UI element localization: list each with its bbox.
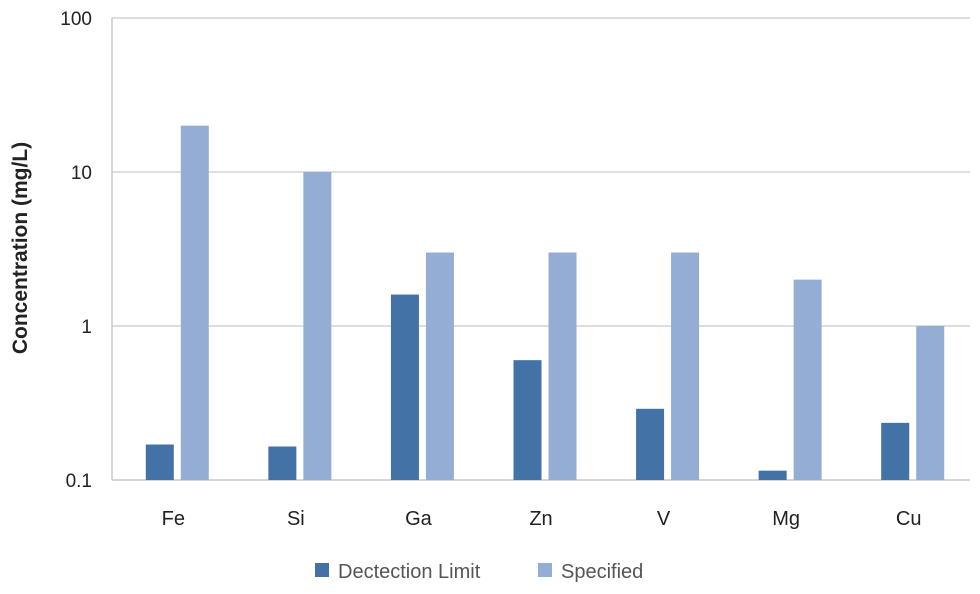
bar-specified-v — [671, 252, 700, 480]
bar-specified-cu — [916, 326, 945, 480]
bar-specified-si — [303, 172, 332, 480]
bar-specified-ga — [425, 252, 454, 480]
legend: Dectection Limit Specified — [315, 561, 643, 583]
bar-detection-limit-mg — [758, 470, 787, 480]
bar-detection-limit-ga — [390, 294, 419, 480]
bars — [145, 125, 945, 480]
x-tick-label: Mg — [772, 508, 800, 530]
x-tick-labels: Fe Si Ga Zn V Mg Cu — [162, 508, 922, 530]
bar-detection-limit-fe — [145, 444, 174, 480]
grid-lines — [112, 17, 970, 327]
x-tick-label: Fe — [162, 508, 185, 530]
y-tick-label: 10 — [71, 163, 92, 184]
x-tick-label: Si — [287, 508, 305, 530]
y-axis-label: Concentration (mg/L) — [9, 142, 32, 354]
legend-swatch — [538, 563, 552, 577]
legend-label: Dectection Limit — [338, 561, 481, 583]
bar-specified-fe — [180, 125, 209, 480]
bar-specified-mg — [793, 279, 822, 480]
x-tick-label: Cu — [896, 508, 922, 530]
bar-detection-limit-v — [636, 408, 665, 480]
y-tick-labels: 0.1 1 10 100 — [60, 9, 92, 492]
y-tick-label: 100 — [60, 9, 92, 30]
y-tick-label: 0.1 — [66, 471, 92, 492]
x-tick-label: Ga — [405, 508, 433, 530]
legend-label: Specified — [561, 561, 643, 583]
legend-swatch — [315, 563, 329, 577]
bar-detection-limit-cu — [881, 422, 910, 480]
x-tick-label: Zn — [529, 508, 552, 530]
bar-detection-limit-si — [268, 446, 297, 480]
bar-detection-limit-zn — [513, 360, 542, 480]
bar-specified-zn — [548, 252, 577, 480]
y-tick-label: 1 — [81, 317, 92, 338]
x-tick-label: V — [657, 508, 671, 530]
